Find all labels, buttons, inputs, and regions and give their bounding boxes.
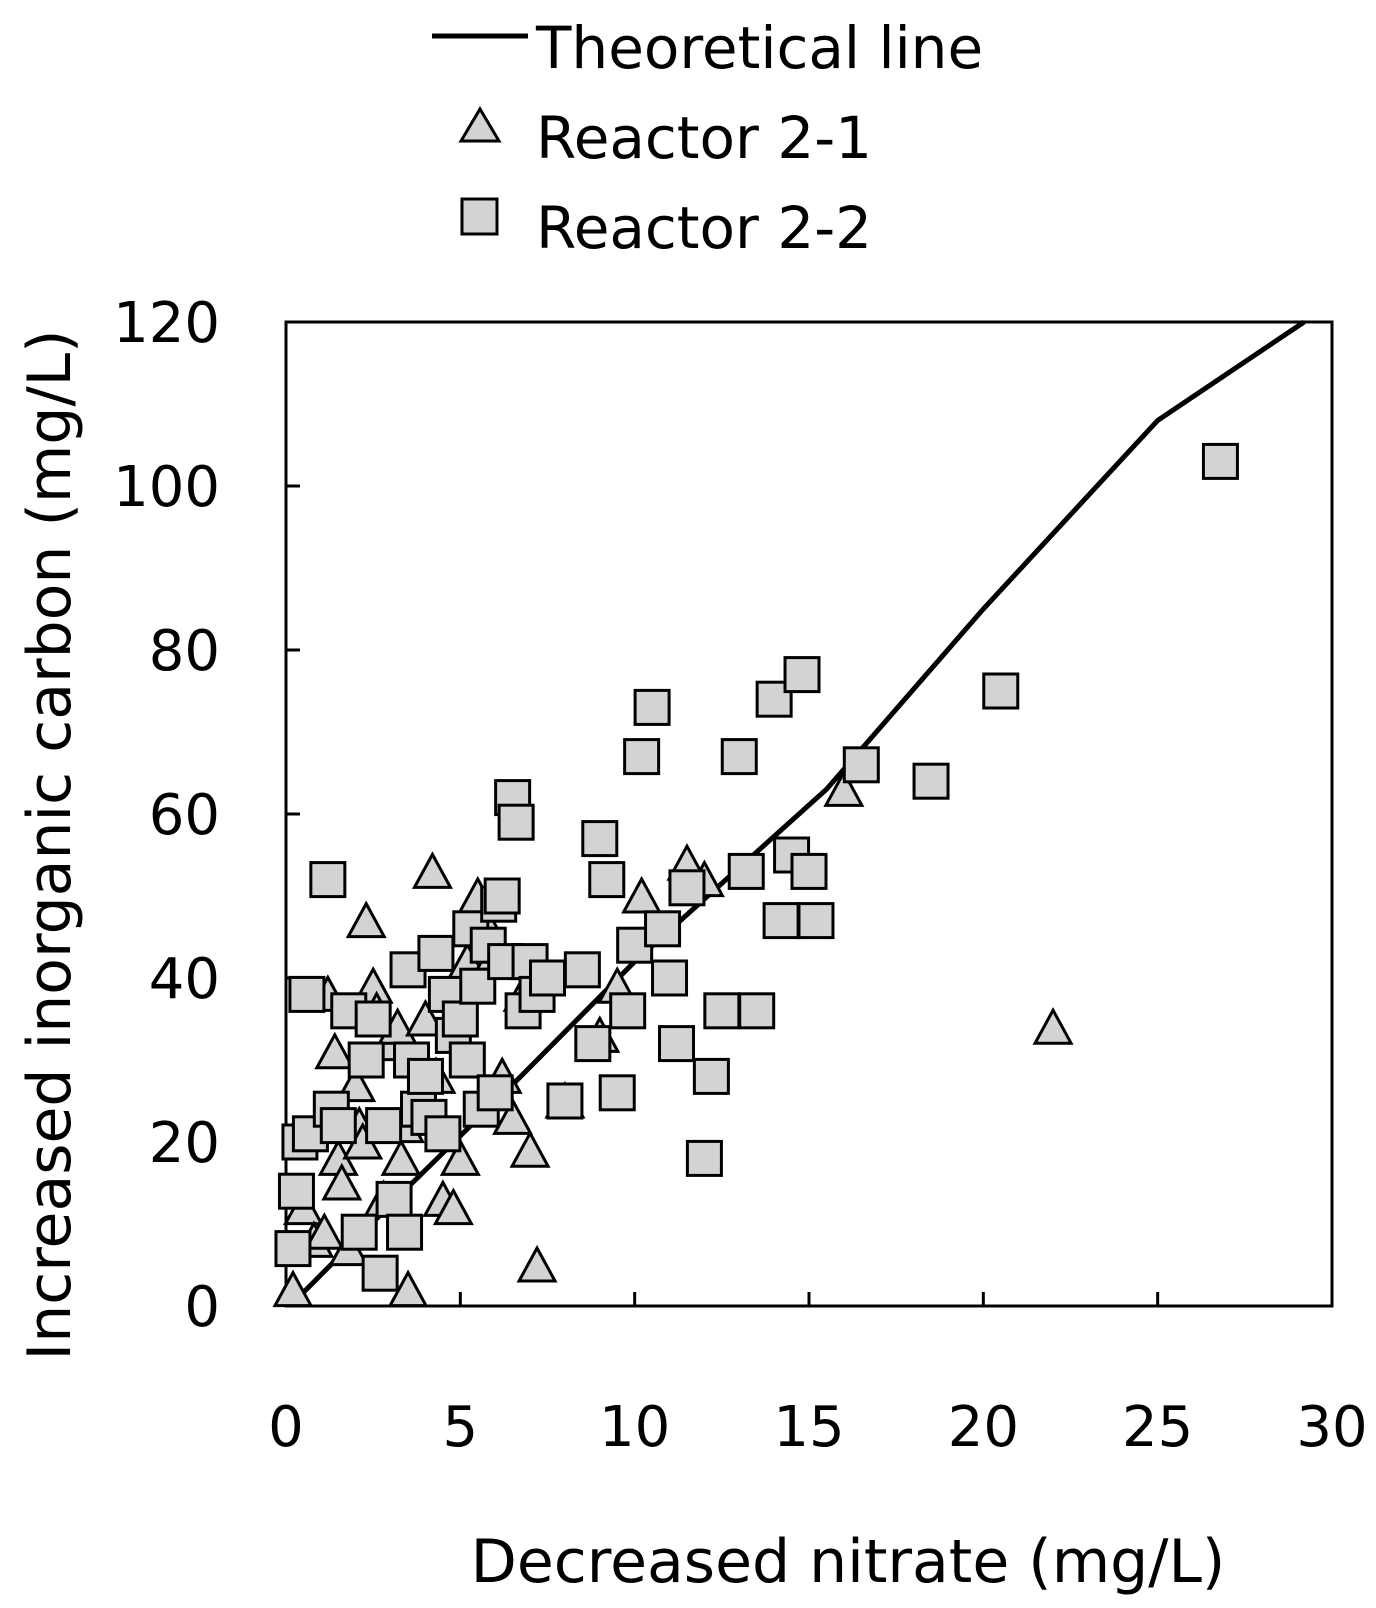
x-axis-title: Decreased nitrate (mg/L) [471, 1527, 1226, 1597]
reactor-2-2-point [497, 803, 535, 841]
reactor-2-2-point [644, 910, 682, 948]
reactor-2-2-point [797, 902, 835, 940]
reactor-2-2-point [581, 820, 619, 858]
reactor-2-2-point [563, 951, 601, 989]
reactor-2-1-point [345, 900, 387, 939]
y-tick-label: 0 [184, 1275, 220, 1340]
reactor-2-2-point [274, 1230, 312, 1268]
y-tick-label: 80 [149, 619, 220, 684]
reactor-2-2-point [762, 902, 800, 940]
reactor-2-1-point [621, 875, 663, 914]
y-axis-title: Increased inorganic carbon (mg/L) [15, 329, 85, 1360]
reactor-2-2-point [288, 975, 326, 1013]
legend-label-reactor-2-2: Reactor 2-2 [536, 194, 872, 262]
y-tick-label: 120 [113, 291, 220, 356]
reactor-2-2-point [842, 746, 880, 784]
reactor-2-2-point [354, 1000, 392, 1038]
theoretical-line-layer [294, 319, 1306, 1302]
legend-label-theoretical-line: Theoretical line [535, 14, 983, 82]
reactor-2-2-point [623, 738, 661, 776]
reactor-2-2-point [982, 672, 1020, 710]
legend-triangle-marker [458, 106, 502, 143]
reactor-2-2-point [386, 1213, 424, 1251]
reactor-2-1-point [823, 769, 865, 807]
reactor-2-2-point [783, 656, 821, 694]
reactor-2-2-point [406, 1057, 444, 1095]
reactor-2-2-point [720, 738, 758, 776]
reactor-2-2-point [727, 852, 765, 890]
legend: Theoretical line Reactor 2-1 Reactor 2-2 [432, 14, 983, 262]
reactor-2-1-point [387, 1269, 429, 1308]
reactor-2-2-point [738, 992, 776, 1030]
reactor-2-2-point [441, 1000, 479, 1038]
reactor-2-2-point [424, 1115, 462, 1153]
reactor-2-2-point [277, 1172, 315, 1210]
reactor-2-2-point [365, 1107, 403, 1145]
reactor-2-2-point [417, 934, 455, 972]
reactor-2-2-point [1201, 442, 1239, 480]
reactor-2-2-point [319, 1107, 357, 1145]
reactor-2-2-point [692, 1057, 730, 1095]
reactor-2-2-point [651, 959, 689, 997]
data-points [272, 442, 1239, 1308]
reactor-2-1-point [314, 1031, 356, 1070]
reactor-2-1-point [404, 998, 446, 1037]
reactor-2-1-point [516, 1244, 558, 1283]
y-tick-label: 100 [113, 455, 220, 520]
reactor-2-1-point [272, 1269, 314, 1308]
reactor-2-2-point [476, 1074, 514, 1112]
legend-label-reactor-2-1: Reactor 2-1 [536, 104, 872, 172]
reactor-2-2-point [912, 762, 950, 800]
x-tick-label: 5 [443, 1395, 479, 1460]
reactor-2-2-point [361, 1254, 399, 1292]
reactor-2-1-point [303, 1212, 345, 1250]
reactor-2-2-point [483, 877, 521, 915]
x-tick-label: 0 [268, 1395, 304, 1460]
theoretical-line [294, 319, 1306, 1302]
y-axis: 0 20 40 60 80 100 120 [113, 291, 300, 1340]
reactor-2-2-point [598, 1074, 636, 1112]
reactor-2-1-point [439, 1138, 481, 1176]
reactor-2-2-point [389, 951, 427, 989]
reactor-2-2-point [685, 1139, 723, 1177]
x-tick-label: 25 [1122, 1395, 1193, 1460]
reactor-2-2-point [633, 688, 671, 726]
reactor-2-2-point [546, 1082, 584, 1120]
x-tick-label: 15 [773, 1395, 844, 1460]
y-tick-label: 60 [149, 783, 220, 848]
x-tick-label: 30 [1296, 1395, 1367, 1460]
reactor-2-2-point [609, 992, 647, 1030]
reactor-2-1-point [1032, 1007, 1074, 1045]
reactor-2-2-point [790, 852, 828, 890]
reactor-2-1-point [492, 1097, 534, 1135]
reactor-2-1-point [321, 1162, 363, 1201]
x-tick-label: 20 [948, 1395, 1019, 1460]
reactor-2-2-point [375, 1180, 413, 1218]
reactor-2-1-point [411, 851, 453, 889]
reactor-2-1-point [509, 1130, 551, 1168]
reactor-2-2-point [668, 869, 706, 907]
legend-square-marker [460, 197, 499, 236]
reactor-2-2-point [309, 861, 347, 899]
reactor-2-2-point [658, 1025, 696, 1063]
reactor-2-2-point [574, 1025, 612, 1063]
reactor-2-1-point [432, 1187, 474, 1226]
reactor-2-2-point [347, 1041, 385, 1079]
reactor-2-2-point [448, 1041, 486, 1079]
reactor-2-2-point [459, 967, 497, 1005]
reactor-2-2-point [529, 959, 566, 997]
x-tick-label: 10 [599, 1395, 670, 1460]
reactor-2-2-point [703, 992, 741, 1030]
y-tick-label: 40 [149, 947, 220, 1012]
reactor-2-2-point [588, 861, 626, 899]
y-tick-label: 20 [149, 1111, 220, 1176]
reactor-2-1-point [380, 1138, 422, 1176]
reactor-2-2-point [340, 1213, 378, 1251]
plot-area [284, 320, 1334, 1308]
x-axis: 0 5 10 15 20 25 30 [268, 1292, 1368, 1460]
